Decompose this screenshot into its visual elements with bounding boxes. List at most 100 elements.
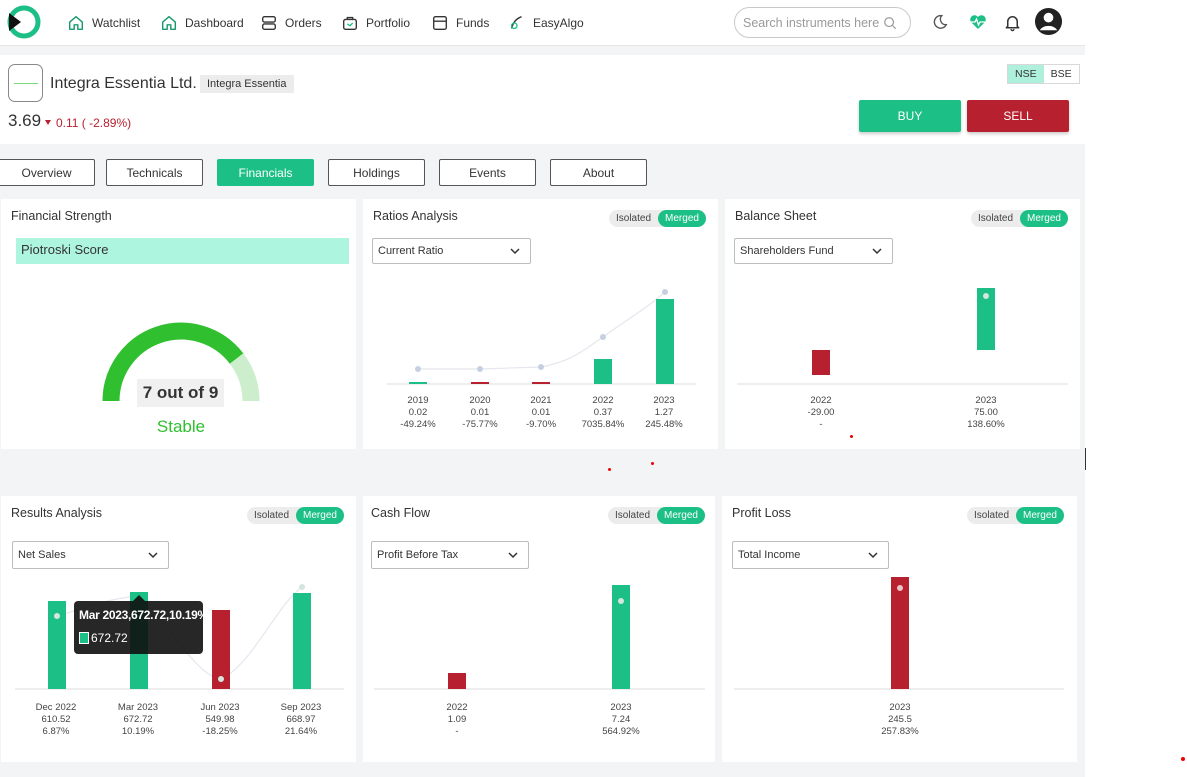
stock-price: 3.69 [8, 111, 42, 130]
profitloss-mode-toggle[interactable]: Isolated Merged [967, 507, 1064, 524]
theme-toggle-icon[interactable] [927, 9, 953, 35]
point-2019 [415, 366, 421, 372]
dropdown-value: Total Income [738, 549, 801, 561]
merged-option[interactable]: Merged [658, 210, 706, 227]
bar-dec-2022 [48, 601, 66, 689]
stock-logo [8, 64, 43, 102]
dropdown-value: Current Ratio [378, 245, 444, 257]
briefcase-icon [343, 16, 357, 30]
merged-option[interactable]: Merged [296, 507, 344, 524]
price-change: 0.11 ( -2.89%) [45, 116, 131, 130]
results-dropdown[interactable]: Net Sales [12, 541, 169, 569]
ratios-mode-toggle[interactable]: Isolated Merged [609, 210, 706, 227]
nav-easyalgo[interactable]: EasyAlgo [508, 12, 584, 34]
nav-funds[interactable]: Funds [431, 12, 489, 34]
results-mode-toggle[interactable]: Isolated Merged [247, 507, 344, 524]
balance-dropdown[interactable]: Shareholders Fund [734, 238, 893, 264]
tab-events[interactable]: Events [439, 159, 536, 186]
home-icon [161, 15, 177, 31]
column-label: 2023 1.27 245.48% [645, 395, 683, 430]
point-dec-2022 [54, 613, 60, 619]
chevron-down-icon [872, 248, 882, 255]
column-label: 2022 1.09- [446, 702, 468, 737]
nav-label: Orders [285, 16, 322, 30]
chevron-down-icon [510, 248, 520, 255]
nav-label: Watchlist [92, 16, 141, 30]
point-2023 [618, 598, 624, 604]
column-label: 2022 -29.00- [807, 395, 835, 430]
price-change-text: 0.11 ( -2.89%) [56, 116, 132, 130]
ratios-dropdown[interactable]: Current Ratio [372, 238, 531, 264]
app-logo[interactable] [6, 4, 42, 40]
merged-option[interactable]: Merged [657, 507, 705, 524]
nav-dashboard[interactable]: Dashboard [160, 12, 244, 34]
bell-icon[interactable] [999, 9, 1025, 35]
column-label: 2023 75.00 138.60% [967, 395, 1005, 430]
exchange-bse[interactable]: BSE [1050, 68, 1072, 80]
cash-flow-card: Cash Flow Isolated Merged Profit Before … [363, 496, 715, 762]
chevron-down-icon [508, 552, 518, 559]
card-title: Results Analysis [11, 506, 103, 520]
bar-2022 [812, 350, 830, 375]
isolated-option[interactable]: Isolated [254, 510, 290, 521]
marker-dot [608, 468, 611, 471]
bar-2019 [409, 382, 427, 384]
point-2023 [897, 585, 903, 591]
dropdown-value: Profit Before Tax [377, 549, 459, 561]
column-label: 2020 0.01 -75.77% [462, 395, 498, 430]
column-label: 2023 7.24 564.92% [602, 702, 640, 737]
balance-mode-toggle[interactable]: Isolated Merged [971, 210, 1068, 227]
bar-2021 [532, 382, 550, 384]
nav-label: Portfolio [366, 16, 411, 30]
isolated-option[interactable]: Isolated [616, 213, 652, 224]
card-title: Profit Loss [732, 506, 792, 520]
merged-option[interactable]: Merged [1016, 507, 1064, 524]
exchange-toggle[interactable]: NSE BSE [1007, 64, 1080, 84]
column-label: Sep 2023 668.97 21.64% [280, 702, 322, 737]
bar-sep-2023 [293, 593, 311, 689]
series-swatch [79, 632, 89, 644]
tab-financials[interactable]: Financials [217, 159, 314, 186]
isolated-option[interactable]: Isolated [974, 510, 1010, 521]
isolated-option[interactable]: Isolated [978, 213, 1014, 224]
tab-holdings[interactable]: Holdings [328, 159, 425, 186]
merged-option[interactable]: Merged [1020, 210, 1068, 227]
ratios-card: Ratios Analysis Isolated Merged Current … [363, 199, 718, 449]
cashflow-mode-toggle[interactable]: Isolated Merged [608, 507, 705, 524]
marker-dot [1181, 757, 1185, 761]
piotroski-label: Piotroski Score [16, 238, 349, 264]
isolated-option[interactable]: Isolated [615, 510, 651, 521]
app: Watchlist Dashboard Orders Portfolio Fun… [0, 0, 1085, 777]
cashflow-dropdown[interactable]: Profit Before Tax [371, 541, 529, 569]
search-icon[interactable] [883, 16, 897, 30]
tab-technicals[interactable]: Technicals [106, 159, 203, 186]
profitloss-chart [734, 577, 1064, 690]
nav-watchlist[interactable]: Watchlist [67, 12, 140, 34]
nav-portfolio[interactable]: Portfolio [341, 12, 410, 34]
point-2023 [983, 293, 989, 299]
nav-label: Dashboard [185, 16, 244, 30]
profit-loss-card: Profit Loss Isolated Merged Total Income… [722, 496, 1077, 762]
avatar[interactable] [1033, 6, 1063, 36]
tab-overview[interactable]: Overview [0, 159, 95, 186]
nav-orders[interactable]: Orders [260, 12, 322, 34]
exchange-nse[interactable]: NSE [1008, 65, 1044, 83]
down-arrow-icon [45, 119, 51, 125]
card-title: Balance Sheet [735, 209, 817, 223]
tab-about[interactable]: About [550, 159, 647, 186]
dropdown-value: Net Sales [18, 549, 66, 561]
home-icon [68, 15, 84, 31]
buy-button[interactable]: BUY [859, 100, 961, 132]
stock-tag: Integra Essentia [200, 75, 294, 93]
marker-dot [651, 462, 654, 465]
search-input[interactable] [743, 15, 883, 30]
health-pulse-icon[interactable] [965, 9, 991, 35]
stock-header: Integra Essentia Ltd. Integra Essentia 3… [0, 55, 1085, 144]
nav-label: Funds [456, 16, 490, 30]
column-label: 2023 245.5 257.83% [881, 702, 919, 737]
search-box[interactable] [734, 7, 911, 38]
profitloss-dropdown[interactable]: Total Income [732, 541, 889, 569]
chevron-down-icon [148, 552, 158, 559]
cashflow-chart [374, 585, 705, 690]
sell-button[interactable]: SELL [967, 100, 1069, 132]
